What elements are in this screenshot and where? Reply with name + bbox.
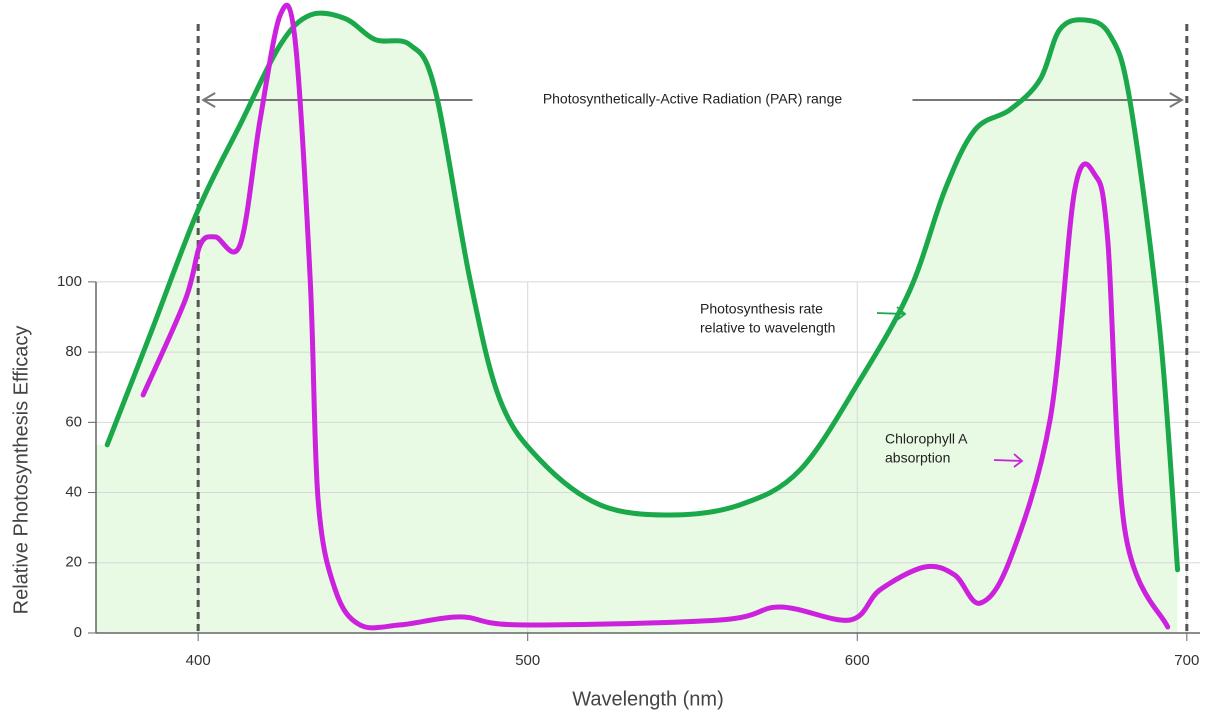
annotation-text: Photosynthesis rate [700, 301, 823, 317]
arrow-head [1169, 92, 1184, 108]
x-tick-label: 500 [515, 652, 540, 669]
x-tick-label: 600 [845, 652, 870, 669]
y-tick-label: 0 [74, 624, 82, 641]
annotation-arrow [876, 312, 906, 315]
y-tick-label: 80 [65, 343, 82, 360]
annotation-text: Chlorophyll A [885, 431, 968, 447]
x-axis-title: Wavelength (nm) [572, 688, 724, 710]
annotation-arrow-head [1013, 453, 1024, 468]
annotation-arrow [993, 459, 1023, 462]
y-tick-label: 20 [65, 554, 82, 571]
x-tick-label: 400 [186, 652, 211, 669]
y-tick-label: 60 [65, 413, 82, 430]
area [96, 13, 1178, 633]
annotation-arrow-head [896, 306, 907, 321]
y-tick-label: 100 [57, 273, 82, 290]
y-axis-title: Relative Photosynthesis Efficacy [10, 326, 32, 615]
arrow-head [201, 92, 216, 108]
par-label: Photosynthetically-Active Radiation (PAR… [543, 91, 843, 107]
y-tick-label: 40 [65, 484, 82, 501]
x-tick-label: 700 [1174, 652, 1199, 669]
annotation-text: absorption [885, 450, 950, 466]
annotation-text: relative to wavelength [700, 320, 835, 336]
line [140, 2, 1171, 631]
